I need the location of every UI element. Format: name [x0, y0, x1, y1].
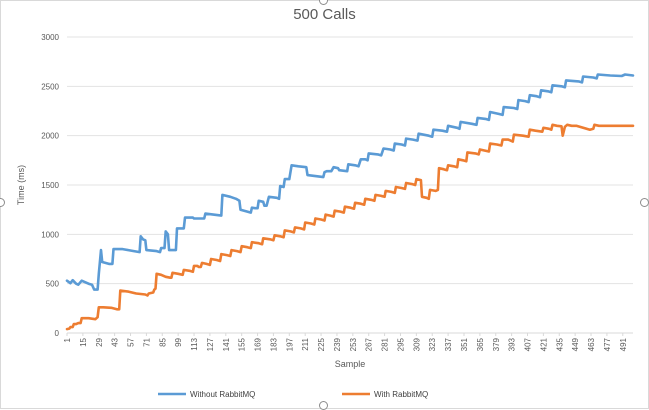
y-tick-label: 500	[46, 280, 60, 289]
x-tick-label: 323	[428, 337, 437, 351]
y-tick-label: 1500	[41, 181, 59, 190]
x-tick-label: 15	[79, 337, 88, 346]
x-tick-label: 351	[460, 337, 469, 351]
x-tick-label: 393	[508, 337, 517, 351]
x-tick-label: 491	[619, 337, 628, 351]
x-tick-label: 309	[412, 337, 421, 351]
y-tick-label: 3000	[41, 33, 59, 42]
x-tick-label: 113	[190, 337, 199, 350]
x-tick-label: 253	[349, 337, 358, 351]
x-tick-label: 407	[524, 337, 533, 351]
x-tick-label: 379	[492, 337, 501, 351]
x-tick-label: 141	[222, 337, 231, 351]
resize-handle-right[interactable]	[640, 198, 649, 207]
resize-handle-top[interactable]	[319, 0, 328, 5]
y-tick-label: 0	[55, 329, 60, 338]
x-tick-label: 463	[587, 337, 596, 351]
legend: Without RabbitMQ With RabbitMQ	[158, 390, 428, 399]
x-tick-label: 267	[365, 337, 374, 351]
x-tick-label: 197	[285, 337, 294, 351]
x-tick-label: 337	[444, 337, 453, 351]
x-tick-label: 29	[95, 337, 104, 346]
resize-handle-left[interactable]	[0, 198, 5, 207]
x-tick-label: 169	[254, 337, 263, 351]
y-tick-label: 2500	[41, 82, 59, 91]
legend-label-without-rabbitmq: Without RabbitMQ	[190, 390, 255, 399]
x-tick-label: 1	[63, 337, 72, 342]
x-tick-label: 211	[301, 337, 310, 350]
x-tick-label: 225	[317, 337, 326, 351]
chart-title: 500 Calls	[293, 6, 356, 23]
x-axis-ticks: 1 15 29 43 57 71 85 99 113 127 141 155 169 183 197 211 2…	[63, 333, 628, 351]
y-tick-label: 2000	[41, 132, 59, 141]
x-tick-label: 71	[142, 337, 151, 346]
y-axis-title: Time (ms)	[16, 165, 26, 205]
series-lines	[65, 73, 635, 331]
x-tick-label: 127	[206, 337, 215, 351]
x-axis-title: Sample	[335, 359, 366, 369]
x-tick-label: 99	[174, 337, 183, 346]
x-tick-label: 435	[555, 337, 564, 351]
y-axis-ticks: 0 500 1000 1500 2000 2500 3000	[41, 33, 59, 338]
x-tick-label: 57	[127, 337, 136, 346]
x-tick-label: 365	[476, 337, 485, 351]
x-tick-label: 239	[333, 337, 342, 351]
x-tick-label: 155	[238, 337, 247, 351]
x-tick-label: 449	[571, 337, 580, 351]
x-tick-label: 477	[603, 337, 612, 351]
series-line-without-rabbitmq	[65, 73, 635, 291]
x-tick-label: 85	[158, 337, 167, 346]
x-tick-label: 295	[396, 337, 405, 351]
x-tick-label: 43	[111, 337, 120, 346]
legend-label-with-rabbitmq: With RabbitMQ	[374, 390, 428, 399]
gridlines	[67, 36, 633, 285]
x-tick-label: 421	[539, 337, 548, 351]
x-tick-label: 183	[269, 337, 278, 351]
y-tick-label: 1000	[41, 230, 59, 239]
series-line-with-rabbitmq	[65, 123, 635, 331]
x-tick-label: 281	[381, 337, 390, 351]
